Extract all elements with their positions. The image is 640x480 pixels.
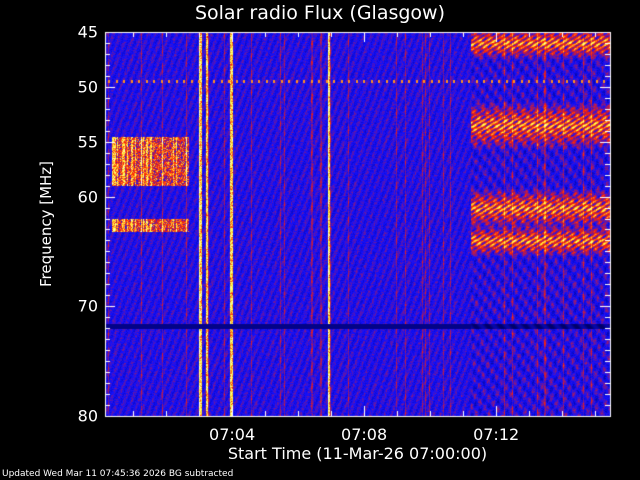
y-tick-label: 50: [77, 77, 98, 97]
y-tick-label: 70: [77, 296, 98, 316]
chart-title: Solar radio Flux (Glasgow): [194, 2, 446, 24]
x-tick-label: 07:08: [341, 425, 388, 444]
y-axis-label: Frequency [MHz]: [37, 160, 55, 288]
x-tick-label: 07:04: [209, 425, 256, 444]
y-tick-label: 45: [77, 22, 98, 42]
y-tick-label: 55: [77, 132, 98, 152]
x-tick-label: 07:12: [473, 425, 520, 444]
x-axis-label: Start Time (11-Mar-26 07:00:00): [227, 444, 488, 463]
update-footer: Updated Wed Mar 11 07:45:36 2026 BG subt…: [2, 469, 234, 479]
y-tick-label: 80: [77, 406, 98, 426]
y-tick-label: 60: [77, 187, 98, 207]
